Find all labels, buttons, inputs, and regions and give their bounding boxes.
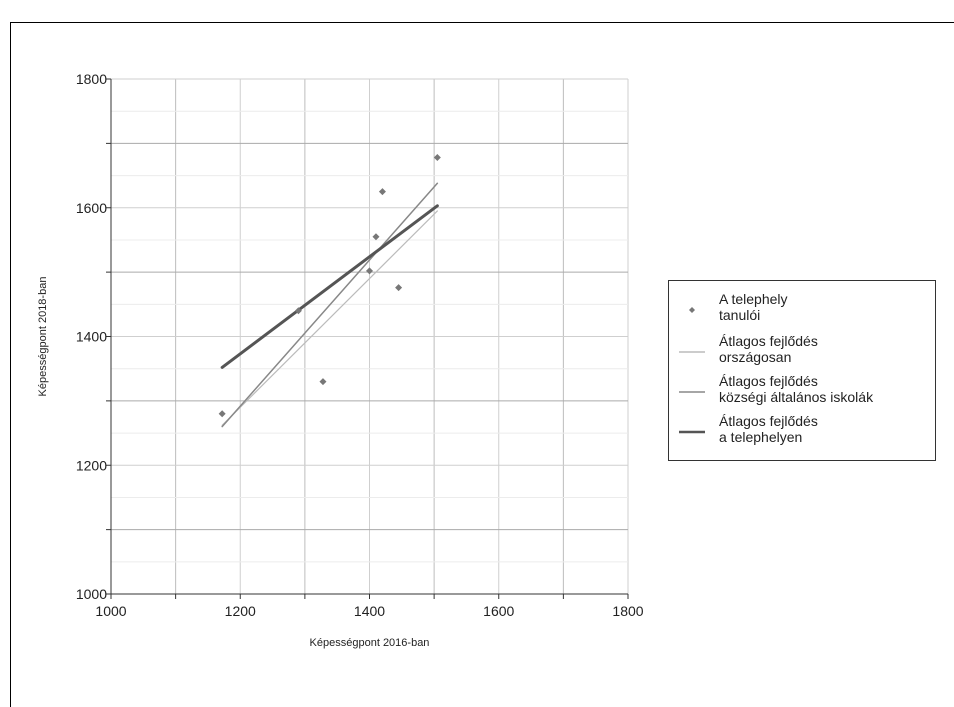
legend-line-site bbox=[679, 430, 705, 434]
y-tick-label: 1600 bbox=[76, 200, 107, 216]
trend-line-village-schools bbox=[221, 182, 439, 428]
y-axis-label: Képességpont 2018-ban bbox=[37, 277, 49, 397]
legend: A telephely tanulói Átlagos fejlődés ors… bbox=[668, 280, 936, 461]
y-tick-label: 1200 bbox=[76, 457, 107, 473]
data-point bbox=[378, 188, 386, 196]
y-tick-label: 1800 bbox=[76, 71, 107, 87]
x-tick-label: 1400 bbox=[354, 603, 385, 619]
legend-label-points: A telephely tanulói bbox=[719, 291, 788, 323]
legend-item-points: A telephely tanulói bbox=[669, 291, 935, 331]
legend-item-village-schools: Átlagos fejlődés községi általános iskol… bbox=[669, 373, 935, 413]
y-tick-labels: 1000 1200 1400 1600 1800 bbox=[76, 71, 107, 602]
chart-frame bbox=[10, 22, 954, 707]
legend-marker-point bbox=[689, 307, 695, 313]
legend-line-national bbox=[679, 351, 705, 353]
legend-label-national: Átlagos fejlődés országosan bbox=[719, 333, 818, 365]
x-axis-label: Képességpont 2016-ban bbox=[310, 637, 430, 649]
data-point bbox=[218, 410, 226, 418]
trend-line-site bbox=[220, 204, 439, 369]
legend-line-village-schools bbox=[679, 391, 705, 393]
legend-item-site: Átlagos fejlődés a telephelyen bbox=[669, 413, 935, 453]
x-tick-label: 1000 bbox=[95, 603, 126, 619]
axes bbox=[106, 78, 629, 599]
x-tick-label: 1600 bbox=[483, 603, 514, 619]
trend-lines bbox=[220, 182, 439, 428]
legend-label-site: Átlagos fejlődés a telephelyen bbox=[719, 413, 818, 445]
gridlines bbox=[111, 78, 629, 594]
data-point bbox=[395, 284, 403, 292]
y-tick-label: 1400 bbox=[76, 329, 107, 345]
legend-label-village-schools: Átlagos fejlődés községi általános iskol… bbox=[719, 373, 874, 405]
data-point bbox=[366, 267, 373, 275]
x-tick-label: 1200 bbox=[225, 603, 256, 619]
data-point bbox=[433, 154, 441, 162]
x-tick-labels: 1000 1200 1400 1600 1800 bbox=[95, 603, 643, 619]
data-point bbox=[372, 233, 380, 241]
data-point bbox=[319, 378, 327, 386]
x-tick-label: 1800 bbox=[612, 603, 643, 619]
data-points bbox=[218, 154, 441, 418]
data-point bbox=[294, 307, 302, 315]
y-tick-label: 1000 bbox=[76, 586, 107, 602]
legend-item-national: Átlagos fejlődés országosan bbox=[669, 333, 935, 373]
trend-line-national bbox=[221, 210, 438, 426]
